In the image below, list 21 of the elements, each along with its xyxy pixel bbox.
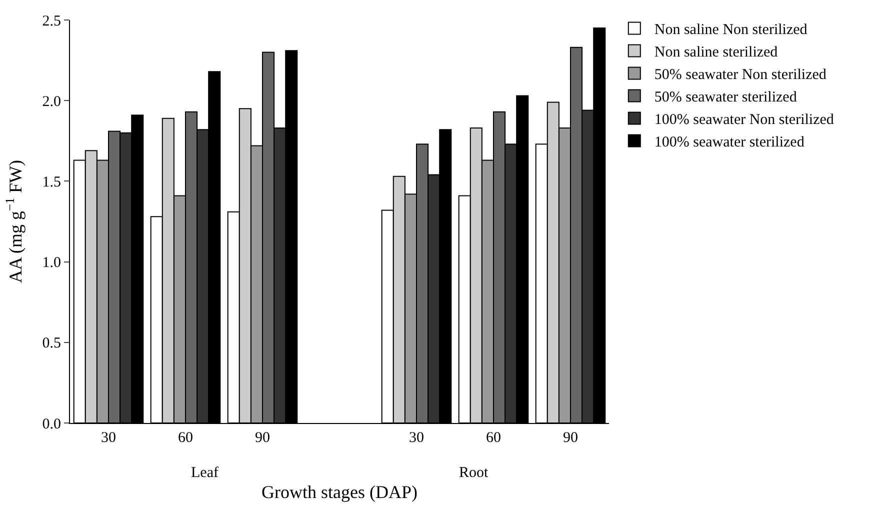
legend-label: Non saline Non sterilized xyxy=(654,22,808,38)
x-tick-label: 30 xyxy=(101,430,116,446)
x-tick-label: 90 xyxy=(563,430,578,446)
x-tick-label: 90 xyxy=(255,430,270,446)
legend-label: 100% seawater Non sterilized xyxy=(654,112,834,128)
y-tick-label: 1.5 xyxy=(42,174,61,190)
text: Leaf xyxy=(191,465,218,481)
y-tick-label: 0.0 xyxy=(42,416,61,432)
legend-label: 100% seawater sterilized xyxy=(654,134,805,151)
x-tick-label: 60 xyxy=(178,430,193,446)
x-axis-title: Growth stages (DAP) xyxy=(262,482,418,502)
legend-label: Non saline sterilized xyxy=(654,44,778,61)
legend-label: 50% seawater Non sterilized xyxy=(654,67,827,84)
x-tick-label: 30 xyxy=(409,430,424,446)
y-tick-label: 2.5 xyxy=(42,13,61,30)
legend-label: 50% seawater sterilized xyxy=(654,90,798,106)
text: Root xyxy=(459,465,490,481)
y-tick-label: 2.0 xyxy=(42,94,61,110)
y-tick-label: 1.0 xyxy=(42,255,61,272)
y-tick-label: 0.5 xyxy=(42,336,61,352)
x-tick-label: 60 xyxy=(486,430,501,446)
